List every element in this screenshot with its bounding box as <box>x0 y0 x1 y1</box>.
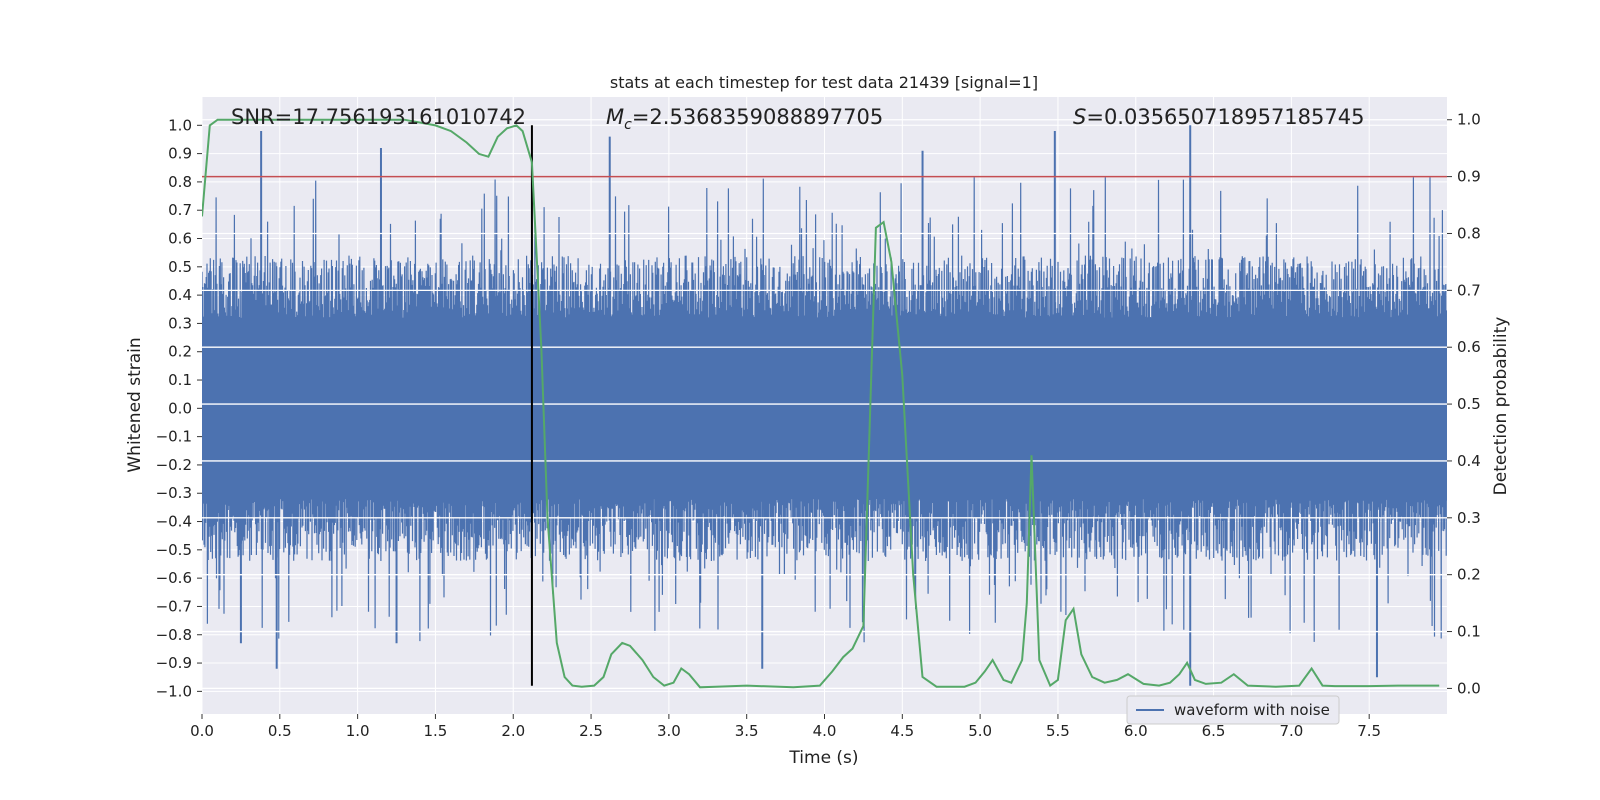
y-tick-label: 0.0 <box>168 399 192 417</box>
chirp-mass-value: =2.5368359088897705 <box>632 105 883 129</box>
chirp-mass-symbol: M <box>606 105 624 129</box>
x-tick-label: 3.5 <box>735 722 759 740</box>
x-axis-ticks: 0.0 0.5 1.0 1.5 2.0 2.5 3.0 3.5 4.0 4.5 5.0 5.5 6.0 6… <box>190 714 1381 740</box>
y-tick-label: −0.4 <box>156 513 192 531</box>
x-tick-label: 7.5 <box>1357 722 1381 740</box>
right-tick-label: 0.4 <box>1457 452 1481 470</box>
x-tick-label: 4.0 <box>813 722 837 740</box>
detection-probability-series <box>202 118 1440 689</box>
right-tick-label: 0.8 <box>1457 224 1481 242</box>
chart-title: stats at each timestep for test data 214… <box>610 73 1038 92</box>
x-axis-label: Time (s) <box>788 748 858 768</box>
right-tick-label: 0.2 <box>1457 566 1481 584</box>
s-annotation: S=0.035650718957185745 <box>1073 105 1364 129</box>
right-tick-label: 0.7 <box>1457 281 1481 299</box>
y-tick-label: 0.5 <box>168 258 192 276</box>
legend-label: waveform with noise <box>1174 701 1330 719</box>
x-tick-label: 0.5 <box>268 722 292 740</box>
s-value: =0.035650718957185745 <box>1086 105 1364 129</box>
right-tick-label: 0.6 <box>1457 338 1481 356</box>
x-tick-label: 2.0 <box>501 722 525 740</box>
right-tick-label: 0.1 <box>1457 623 1481 641</box>
s-symbol: S <box>1073 105 1086 129</box>
x-tick-label: 2.5 <box>579 722 603 740</box>
right-tick-label: 1.0 <box>1457 111 1481 129</box>
y-tick-label: −0.8 <box>156 626 192 644</box>
waveform-series <box>202 176 1447 643</box>
y-tick-label: −0.2 <box>156 456 192 474</box>
chirp-mass-subscript: c <box>624 117 632 133</box>
y-tick-label: 0.4 <box>168 286 192 304</box>
y-tick-label: 0.2 <box>168 343 192 361</box>
x-tick-label: 5.5 <box>1046 722 1070 740</box>
x-tick-label: 6.5 <box>1202 722 1226 740</box>
x-tick-label: 4.5 <box>890 722 914 740</box>
y-tick-label: 0.1 <box>168 371 192 389</box>
legend-box <box>1126 695 1340 725</box>
y-axis-ticks: −1.0 −0.9 −0.8 −0.7 −0.6 −0.5 −0.4 −0.3 −0.2 −0.1… <box>156 116 202 700</box>
y-tick-label: 1.0 <box>168 116 192 134</box>
y-tick-label: −0.3 <box>156 484 192 502</box>
y-tick-label: −1.0 <box>156 682 192 700</box>
right-tick-label: 0.9 <box>1457 168 1481 186</box>
y-axis-label: Whitened strain <box>125 337 145 472</box>
y-tick-label: 0.7 <box>168 201 192 219</box>
right-tick-label: 0.0 <box>1457 679 1481 697</box>
y-tick-label: −0.1 <box>156 428 192 446</box>
right-axis-ticks: 0.0 0.1 0.2 0.3 0.4 0.5 0.6 0.7 0.8 0.9 1.0 <box>1447 111 1481 697</box>
y-tick-label: 0.8 <box>168 173 192 191</box>
x-tick-label: 7.0 <box>1279 722 1303 740</box>
y-tick-label: −0.9 <box>156 654 192 672</box>
y-tick-label: 0.9 <box>168 145 192 163</box>
legend: waveform with noise <box>1126 695 1340 725</box>
x-tick-label: 6.0 <box>1124 722 1148 740</box>
x-tick-label: 3.0 <box>657 722 681 740</box>
right-tick-label: 0.5 <box>1457 395 1481 413</box>
x-tick-label: 1.5 <box>424 722 448 740</box>
right-y-axis-label: Detection probability <box>1491 317 1511 496</box>
y-tick-label: 0.6 <box>168 230 192 248</box>
right-axis-gridlines <box>202 119 1447 690</box>
x-tick-label: 1.0 <box>346 722 370 740</box>
snr-annotation: SNR=17.756193161010742 <box>231 105 526 129</box>
y-tick-label: −0.5 <box>156 541 192 559</box>
x-tick-label: 5.0 <box>968 722 992 740</box>
chirp-mass-annotation: Mc=2.5368359088897705 <box>606 105 883 133</box>
x-tick-label: 0.0 <box>190 722 214 740</box>
right-tick-label: 0.3 <box>1457 509 1481 527</box>
y-tick-label: 0.3 <box>168 314 192 332</box>
y-tick-label: −0.7 <box>156 597 192 615</box>
y-tick-label: −0.6 <box>156 569 192 587</box>
